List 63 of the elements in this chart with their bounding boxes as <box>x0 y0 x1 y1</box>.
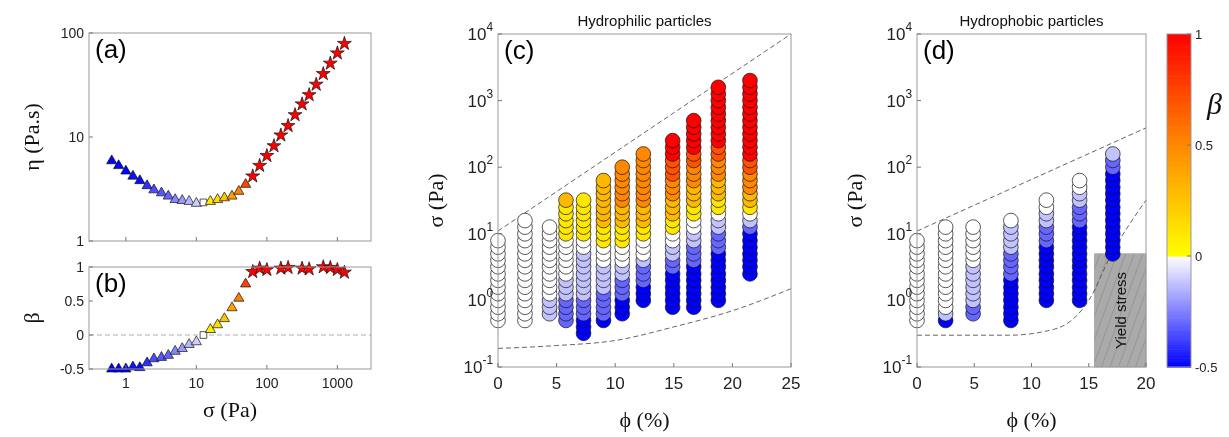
color-bar-label: 0 <box>1195 248 1203 264</box>
x-tick-label: 1 <box>121 375 130 391</box>
x-tick-label: 10 <box>605 374 625 393</box>
y-tick-label: 1 <box>76 259 85 275</box>
annotation: (b) <box>95 268 127 299</box>
annotation: (c) <box>504 35 535 66</box>
series-label: Yield stress <box>1111 271 1129 349</box>
y-tick-label: 0 <box>76 327 85 343</box>
y-axis-title: σ (Pa) <box>842 173 867 228</box>
point <box>614 159 630 175</box>
point <box>541 219 558 235</box>
x-tick-label: 20 <box>722 374 742 393</box>
y-tick-label: 10$^{0}$ <box>467 286 494 310</box>
x-tick-label: 15 <box>1079 374 1099 393</box>
x-tick-label: 5 <box>551 374 562 393</box>
color-bar-title: β <box>1206 87 1222 120</box>
point <box>742 72 758 89</box>
y-tick-label: 10$^{-1}$ <box>882 353 913 377</box>
y-tick-label: 10$^{3}$ <box>886 86 913 111</box>
x-axis-title: ϕ (%) <box>619 407 670 432</box>
point <box>595 172 612 189</box>
color-bar-label: 1 <box>1195 26 1203 42</box>
y-axis-title: σ (Pa) <box>423 173 448 228</box>
y-tick-label: 10$^{4}$ <box>467 20 494 44</box>
y-tick-label: 10$^{2}$ <box>467 153 494 177</box>
annotation: (d) <box>923 35 955 66</box>
point <box>937 219 954 235</box>
y-tick-label: 10 <box>68 129 85 145</box>
y-tick-label: 100 <box>60 25 85 41</box>
y-tick-label: -0.5 <box>59 361 85 377</box>
x-tick-label: 5 <box>969 374 979 393</box>
x-tick-label: 100 <box>255 375 279 391</box>
y-tick-label: 10$^{3}$ <box>467 86 494 111</box>
x-tick-label: 10 <box>188 375 205 391</box>
x-tick-label: 10 <box>1022 374 1041 393</box>
annotation: (a) <box>95 34 127 65</box>
x-axis-title: ϕ (%) <box>1006 407 1057 432</box>
chart-title: Hydrophobic particles <box>959 12 1104 29</box>
x-tick-label: 25 <box>781 374 801 393</box>
y-tick-label: 0.5 <box>64 293 85 309</box>
point <box>517 212 533 229</box>
chart-title: Hydrophilic particles <box>577 12 712 29</box>
y-tick-label: 10$^{4}$ <box>886 20 913 44</box>
point <box>710 79 727 95</box>
point <box>909 232 925 249</box>
y-tick-label: 10$^{1}$ <box>467 219 494 244</box>
y-axis-title: η (Pa.s) <box>19 103 44 171</box>
x-axis-title: σ (Pa) <box>202 397 258 422</box>
color-bar-label: 0.5 <box>1195 137 1214 153</box>
y-tick-label: 10$^{2}$ <box>886 153 913 177</box>
x-tick-label: 15 <box>664 374 684 393</box>
y-tick-label: 10$^{0}$ <box>886 286 913 310</box>
point <box>575 192 592 208</box>
color-bar-label: -0.5 <box>1195 359 1218 375</box>
y-tick-label: 1 <box>76 233 85 249</box>
point <box>490 232 506 249</box>
y-tick-label: 10$^{1}$ <box>886 219 913 244</box>
line-series <box>497 288 792 349</box>
y-axis-title: β <box>19 312 44 324</box>
x-tick-label: 1000 <box>321 375 354 391</box>
y-tick-label: 10$^{-1}$ <box>463 353 494 377</box>
point <box>635 146 652 162</box>
x-tick-label: 20 <box>1136 374 1156 393</box>
